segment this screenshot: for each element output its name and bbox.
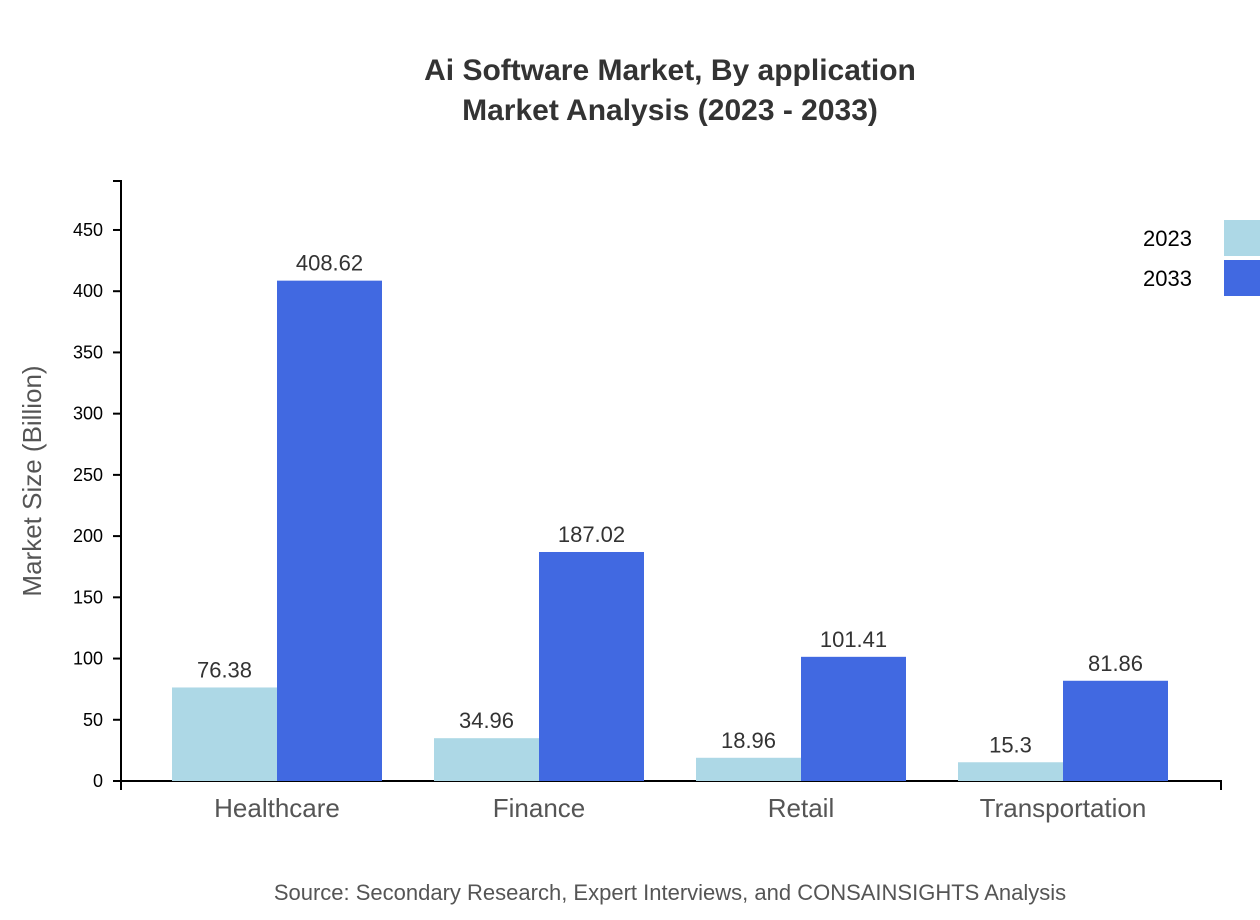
bar-2033-finance bbox=[539, 551, 644, 781]
data-label: 187.02 bbox=[558, 522, 625, 547]
legend-swatch-2033 bbox=[1224, 260, 1260, 296]
data-label: 15.3 bbox=[989, 732, 1032, 757]
bars: 76.38 408.62 34.96 187.02 18.96 101.41 15.3 81.… bbox=[172, 251, 1168, 781]
bar-2033-transportation bbox=[1063, 680, 1168, 781]
bar-2023-finance bbox=[434, 738, 539, 781]
legend-swatch-2023 bbox=[1224, 220, 1260, 256]
y-tick-label: 300 bbox=[73, 404, 103, 424]
x-tick-label: Finance bbox=[493, 793, 586, 823]
data-label: 101.41 bbox=[820, 627, 887, 652]
axes: 0 50 100 150 200 250 300 350 400 450 Healthcare Fin… bbox=[73, 180, 1222, 823]
data-label: 81.86 bbox=[1088, 651, 1143, 676]
y-tick-label: 350 bbox=[73, 342, 103, 362]
legend: 2023 2033 bbox=[1143, 220, 1260, 296]
y-tick-label: 50 bbox=[83, 710, 103, 730]
data-label: 34.96 bbox=[459, 708, 514, 733]
x-tick-label: Healthcare bbox=[214, 793, 340, 823]
data-label: 76.38 bbox=[197, 657, 252, 682]
y-tick-label: 100 bbox=[73, 649, 103, 669]
source-note: Source: Secondary Research, Expert Inter… bbox=[274, 880, 1066, 905]
y-tick-label: 200 bbox=[73, 526, 103, 546]
data-label: 408.62 bbox=[296, 251, 363, 276]
chart-subtitle: Market Analysis (2023 - 2033) bbox=[462, 94, 878, 127]
legend-label: 2023 bbox=[1143, 226, 1192, 251]
data-label: 18.96 bbox=[721, 728, 776, 753]
x-axis-line bbox=[120, 780, 1222, 790]
bar-2023-healthcare bbox=[172, 687, 277, 781]
x-tick-label: Transportation bbox=[980, 793, 1147, 823]
y-tick-label: 250 bbox=[73, 465, 103, 485]
legend-label: 2033 bbox=[1143, 266, 1192, 291]
x-tick-label: Retail bbox=[768, 793, 834, 823]
bar-2023-transportation bbox=[958, 762, 1063, 781]
chart-title: Ai Software Market, By application bbox=[424, 54, 916, 87]
y-tick-label: 150 bbox=[73, 587, 103, 607]
bar-2033-healthcare bbox=[277, 280, 382, 781]
y-axis-label: Market Size (Billion) bbox=[17, 365, 47, 596]
y-tick-label: 0 bbox=[93, 771, 103, 791]
y-axis-line bbox=[113, 180, 122, 782]
y-tick-label: 450 bbox=[73, 220, 103, 240]
bar-2023-retail bbox=[696, 757, 801, 781]
bar-2033-retail bbox=[801, 656, 906, 781]
y-tick-label: 400 bbox=[73, 281, 103, 301]
